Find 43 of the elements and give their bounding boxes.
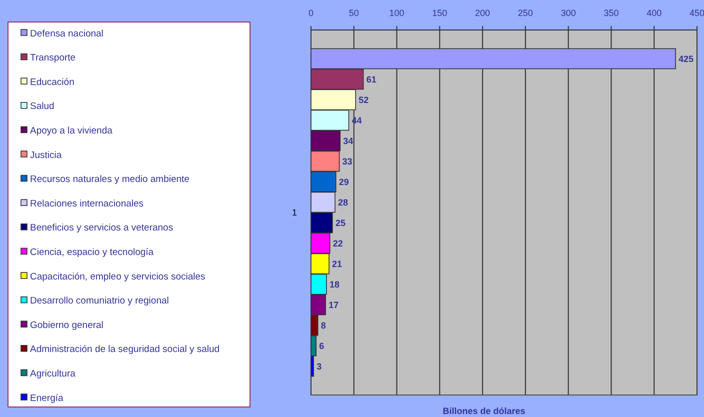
data-label: 21 [332,258,342,269]
legend-label: Transporte [30,52,76,64]
data-label: 22 [332,238,343,248]
legend-label: Agricultura [30,368,76,380]
legend-label: Gobierno general [30,320,104,331]
data-label: 28 [338,197,348,208]
legend-label: Beneficios y servicios a veteranos [30,222,174,234]
legend-label: Apoyo a la vivienda [30,126,114,137]
data-label: 18 [329,279,340,290]
x-axis-title: Billones de dólares [442,406,526,416]
legend-label: Capacitación, empleo y servicios sociales [30,271,206,282]
data-label: 8 [320,320,326,330]
legend-label: Desarrollo comuniatrio y regional [30,296,169,307]
legend-label: Justicia [30,150,62,161]
x-tick-label: 250 [518,8,533,18]
legend-label: Energía [30,392,64,404]
x-tick-label: 350 [604,8,619,18]
data-label: 29 [338,176,349,187]
x-tick-label: 300 [560,8,576,18]
legend-label: Salud [30,101,54,112]
x-tick-label: 450 [689,8,704,18]
data-label: 3 [316,361,322,372]
data-label: 6 [319,340,324,351]
legend-label: Administración de la seguridad social y salud [30,344,220,356]
x-tick-label: 100 [389,8,404,18]
legend-label: Relaciones internacionales [30,198,144,210]
x-tick-label: 200 [475,8,490,18]
data-label: 61 [366,74,376,84]
legend-label: Recursos naturales y medio ambiente [30,174,190,186]
legend-label: Ciencia, espacio y tecnología [30,247,154,258]
data-label: 52 [358,94,369,105]
x-tick-label: 400 [646,8,662,18]
x-tick-label: 50 [348,8,359,18]
data-label: 17 [328,300,339,310]
data-label: 25 [335,218,346,228]
y-tick-label: 1 [292,208,297,218]
legend-label: Educación [30,76,74,88]
data-label: 33 [342,156,352,166]
legend-label: Defensa nacional [30,28,104,40]
data-label: 34 [343,136,354,146]
data-label: 425 [678,54,694,64]
x-tick-label: 150 [432,8,448,18]
x-tick-label: 0 [308,8,314,18]
